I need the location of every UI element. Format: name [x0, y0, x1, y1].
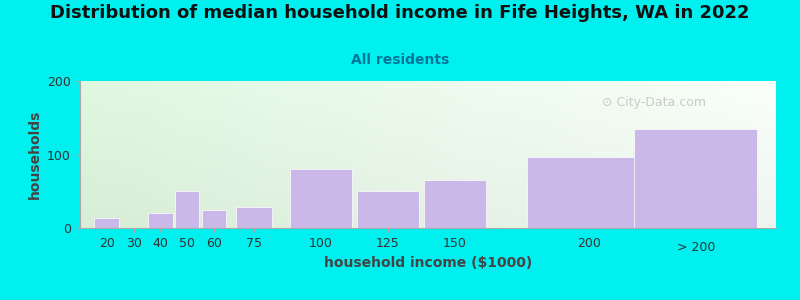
Bar — [527, 157, 650, 228]
Bar — [235, 207, 273, 228]
Bar — [148, 213, 173, 228]
Y-axis label: households: households — [27, 110, 42, 199]
Bar — [202, 210, 226, 228]
Bar — [94, 218, 119, 228]
Bar — [424, 180, 486, 228]
Text: All residents: All residents — [351, 52, 449, 67]
Bar — [357, 191, 418, 228]
Bar — [290, 169, 352, 228]
Text: ⊙ City-Data.com: ⊙ City-Data.com — [602, 96, 706, 109]
X-axis label: household income ($1000): household income ($1000) — [324, 256, 532, 270]
Text: Distribution of median household income in Fife Heights, WA in 2022: Distribution of median household income … — [50, 4, 750, 22]
Text: > 200: > 200 — [677, 241, 715, 254]
Bar — [634, 129, 758, 228]
Bar — [174, 191, 199, 228]
